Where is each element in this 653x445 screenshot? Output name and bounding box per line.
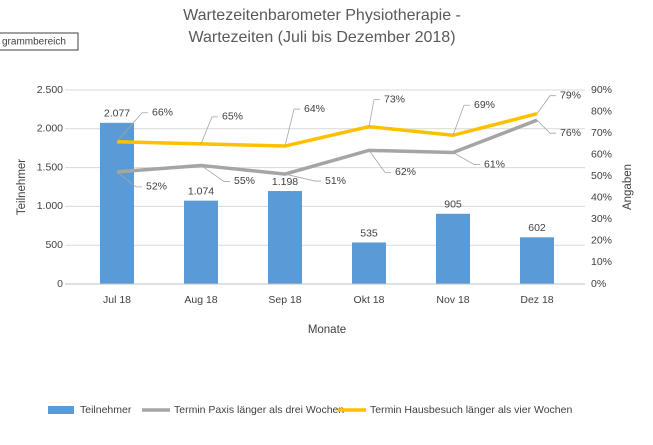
leader-line	[536, 119, 556, 134]
data-label: 535	[360, 227, 378, 239]
data-label: 1.198	[272, 176, 298, 188]
y-tick-label: 500	[45, 239, 63, 251]
line	[116, 118, 538, 176]
legend-swatch	[48, 406, 74, 414]
data-label: 51%	[325, 175, 346, 187]
legend-label: Termin Paxis länger als drei Wochen	[174, 404, 344, 416]
y2-tick-label: 0%	[591, 278, 606, 290]
bar	[184, 200, 218, 284]
data-label: 602	[528, 222, 546, 234]
x-axis-label: Monate	[308, 324, 346, 336]
x-tick-label: Jul 18	[103, 294, 131, 306]
leader-line	[200, 165, 230, 182]
chart-title: Wartezeiten (Juli bis Dezember 2018)	[188, 29, 455, 46]
data-label: 66%	[152, 107, 173, 119]
leader-line	[368, 99, 380, 127]
data-label: 52%	[146, 181, 167, 193]
y-axis-label: Teilnehmer	[16, 159, 28, 215]
line	[116, 112, 538, 148]
leader-line	[536, 95, 556, 114]
tooltip-box	[0, 32, 79, 51]
x-tick-label: Dez 18	[520, 294, 553, 306]
leader-line	[368, 150, 391, 173]
y2-tick-label: 50%	[591, 170, 612, 182]
y2-tick-label: 70%	[591, 127, 612, 139]
y-tick-label: 2.000	[37, 123, 63, 135]
x-tick-label: Okt 18	[354, 294, 385, 306]
data-label: 79%	[560, 89, 581, 101]
x-tick-label: Sep 18	[268, 294, 301, 306]
leader-line	[116, 112, 148, 142]
leader-line	[284, 108, 300, 147]
data-label: 76%	[560, 127, 581, 139]
tooltip-text: grammbereich	[2, 37, 66, 48]
y2-tick-label: 60%	[591, 148, 612, 160]
y2-tick-label: 30%	[591, 213, 612, 225]
tooltip: grammbereich	[0, 32, 79, 51]
leader-line	[200, 116, 218, 145]
bar	[100, 122, 134, 284]
data-label: 1.074	[188, 185, 214, 197]
legend-label: Teilnehmer	[80, 404, 132, 416]
data-label: 61%	[484, 158, 505, 170]
y-tick-label: 2.500	[37, 84, 63, 96]
legend-label: Termin Hausbesuch länger als vier Wochen	[370, 404, 572, 416]
leader-line	[452, 104, 470, 136]
leader-line	[116, 171, 142, 188]
bar	[520, 237, 554, 284]
x-tick-label: Nov 18	[436, 294, 469, 306]
data-label: 73%	[384, 93, 405, 105]
data-label: 55%	[234, 175, 255, 187]
y-tick-label: 1.000	[37, 200, 63, 212]
data-label: 69%	[474, 99, 495, 111]
chart-title: Wartezeitenbarometer Physiotherapie -	[183, 7, 461, 24]
y-tick-label: 1.500	[37, 161, 63, 173]
data-label: 905	[444, 199, 462, 211]
y2-tick-label: 10%	[591, 256, 612, 268]
y2-tick-label: 80%	[591, 105, 612, 117]
bar	[436, 213, 470, 284]
data-label: 2.077	[104, 108, 130, 120]
x-tick-label: Aug 18	[184, 294, 217, 306]
y2-axis-label: Angaben	[622, 164, 634, 210]
bar	[352, 242, 386, 284]
leader-line	[452, 152, 480, 165]
y2-tick-label: 40%	[591, 192, 612, 204]
leader-line	[284, 173, 321, 182]
data-label: 64%	[304, 103, 325, 115]
y2-tick-label: 20%	[591, 235, 612, 247]
data-label: 65%	[222, 111, 243, 123]
data-label: 62%	[395, 166, 416, 178]
bar	[268, 191, 302, 284]
y-tick-label: 0	[57, 278, 63, 290]
y2-tick-label: 90%	[591, 84, 612, 96]
